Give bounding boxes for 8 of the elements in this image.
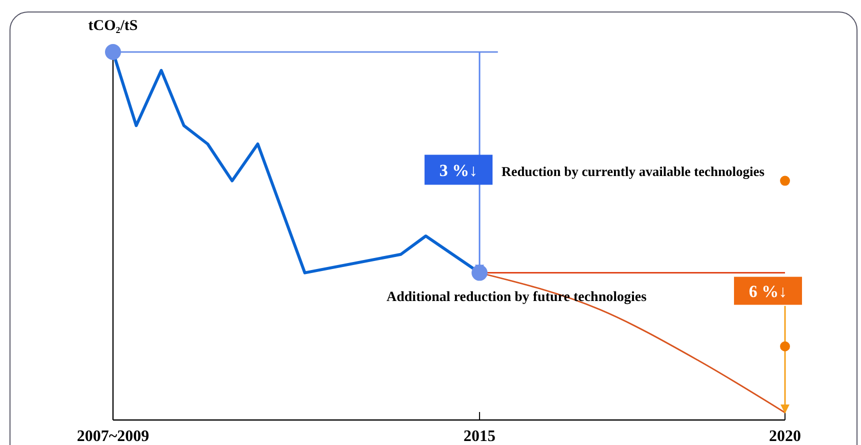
y-axis-title: tCO₂/tS bbox=[88, 18, 138, 34]
x-tick-label: 2007~2009 bbox=[76, 428, 150, 445]
x-tick-label: 2015 bbox=[464, 428, 496, 445]
annotation: Additional reduction by future technologies bbox=[386, 290, 648, 305]
annotation: Reduction by currently available technologies bbox=[502, 164, 765, 179]
annotation: 6 %↓ bbox=[748, 282, 788, 301]
annotation: 3 %↓ bbox=[439, 160, 478, 180]
x-tick-label: 2020 bbox=[769, 428, 801, 445]
